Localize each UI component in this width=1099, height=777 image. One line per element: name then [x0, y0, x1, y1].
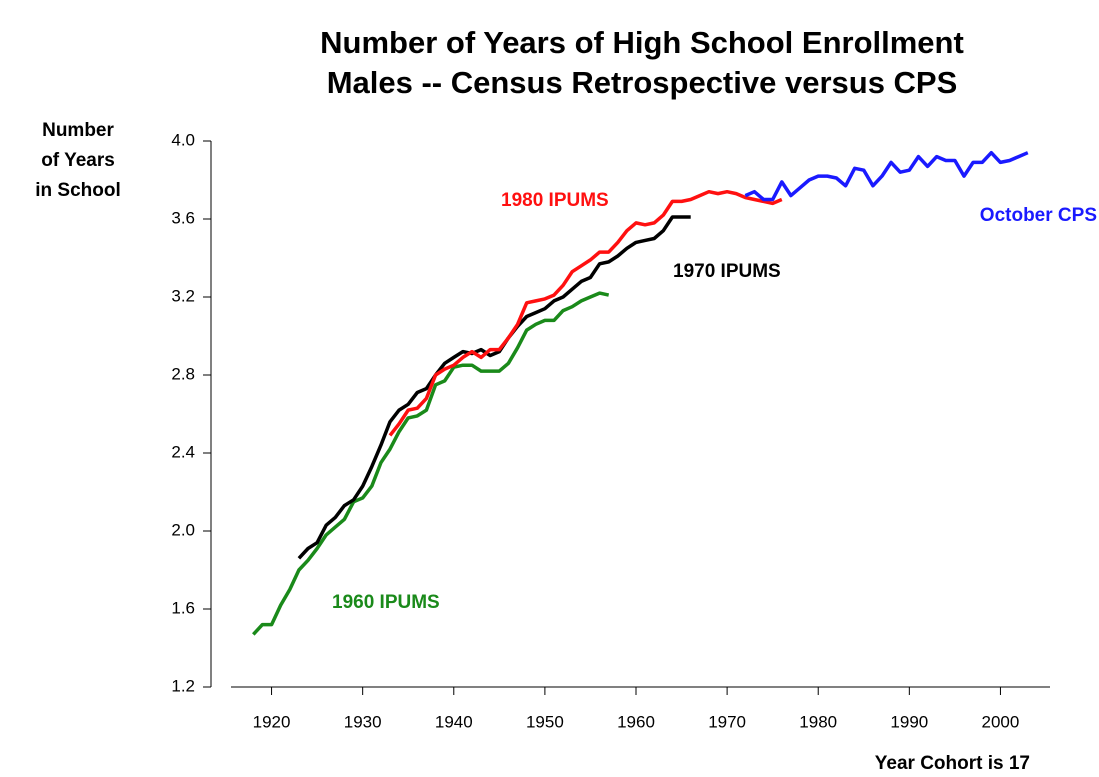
series-label: October CPS	[980, 205, 1097, 226]
x-tick-label: 1920	[253, 712, 291, 731]
series-label: 1980 IPUMS	[501, 190, 609, 211]
chart-title: Number of Years of High School Enrollmen…	[320, 25, 964, 60]
x-axis-label: Year Cohort is 17	[875, 753, 1030, 774]
x-tick-label: 1940	[435, 712, 473, 731]
y-tick-label: 1.6	[171, 598, 195, 617]
x-tick-label: 2000	[982, 712, 1020, 731]
y-tick-label: 2.8	[171, 364, 195, 383]
series-label: 1960 IPUMS	[332, 592, 440, 613]
y-axis-label: of Years	[41, 150, 115, 171]
chart-title: Males -- Census Retrospective versus CPS	[327, 65, 958, 100]
y-tick-label: 2.4	[171, 442, 195, 461]
x-tick-label: 1930	[344, 712, 382, 731]
y-tick-label: 1.2	[171, 676, 195, 695]
x-tick-label: 1950	[526, 712, 564, 731]
y-tick-label: 4.0	[171, 130, 195, 149]
y-tick-label: 2.0	[171, 520, 195, 539]
y-tick-label: 3.2	[171, 286, 195, 305]
series-line	[744, 150, 1029, 202]
x-tick-label: 1970	[708, 712, 746, 731]
y-axis-label: Number	[42, 120, 114, 141]
series-line	[297, 215, 691, 560]
y-axis-label: in School	[35, 180, 121, 201]
x-tick-label: 1990	[890, 712, 928, 731]
series-label: 1970 IPUMS	[673, 261, 781, 282]
series-line	[388, 189, 783, 437]
x-tick-label: 1960	[617, 712, 655, 731]
y-tick-label: 3.6	[171, 208, 195, 227]
x-tick-label: 1980	[799, 712, 837, 731]
series-line	[252, 291, 610, 636]
